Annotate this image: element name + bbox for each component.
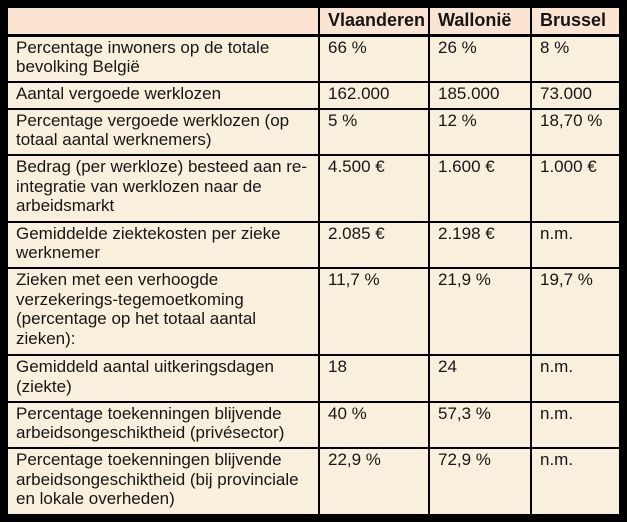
value-cell: 72,9 % — [428, 447, 532, 516]
value-cell: 2.198 € — [428, 220, 532, 270]
value-cell: 40 % — [318, 400, 430, 450]
value-cell: 18 — [318, 354, 430, 403]
row-label: Percentage toekenningen blijvende arbeid… — [6, 447, 320, 516]
table-row: Percentage vergoede werklozen (op totaal… — [6, 107, 621, 157]
value-cell: 57,3 % — [428, 400, 532, 450]
column-header-brussel: Brussel — [530, 5, 621, 37]
row-label: Gemiddelde ziektekosten per zieke werkne… — [6, 220, 320, 270]
value-cell: 24 — [428, 354, 532, 403]
value-cell: 2.085 € — [318, 220, 430, 270]
value-cell: 5 % — [318, 107, 430, 157]
value-cell: 18,70 % — [530, 107, 621, 157]
row-label: Percentage toekenningen blijvende arbeid… — [6, 400, 320, 450]
row-label: Aantal vergoede werklozen — [6, 81, 320, 110]
table-row: Gemiddelde ziektekosten per zieke werkne… — [6, 220, 621, 270]
corner-cell — [6, 5, 320, 37]
table-row: Bedrag (per werkloze) besteed aan re-int… — [6, 154, 621, 223]
value-cell: 22,9 % — [318, 447, 430, 516]
row-label: Gemiddeld aantal uitkeringsdagen (ziekte… — [6, 354, 320, 403]
table-row: Gemiddeld aantal uitkeringsdagen (ziekte… — [6, 354, 621, 403]
table-row: Percentage toekenningen blijvende arbeid… — [6, 447, 621, 516]
value-cell: 73.000 — [530, 81, 621, 110]
value-cell: n.m. — [530, 354, 621, 403]
value-cell: 8 % — [530, 34, 621, 84]
regional-statistics-table: Vlaanderen Wallonië Brussel Percentage i… — [6, 5, 621, 516]
value-cell: 4.500 € — [318, 154, 430, 223]
column-header-vlaanderen: Vlaanderen — [318, 5, 430, 37]
value-cell: 26 % — [428, 34, 532, 84]
value-cell: 12 % — [428, 107, 532, 157]
value-cell: 185.000 — [428, 81, 532, 110]
row-label: Percentage inwoners op de totale bevolki… — [6, 34, 320, 84]
value-cell: 162.000 — [318, 81, 430, 110]
table-row: Percentage inwoners op de totale bevolki… — [6, 34, 621, 84]
value-cell: 66 % — [318, 34, 430, 84]
table-row: Percentage toekenningen blijvende arbeid… — [6, 400, 621, 450]
value-cell: n.m. — [530, 447, 621, 516]
table-header-row: Vlaanderen Wallonië Brussel — [6, 5, 621, 37]
value-cell: n.m. — [530, 220, 621, 270]
row-label: Percentage vergoede werklozen (op totaal… — [6, 107, 320, 157]
value-cell: 11,7 % — [318, 267, 430, 357]
value-cell: n.m. — [530, 400, 621, 450]
value-cell: 1.600 € — [428, 154, 532, 223]
row-label: Zieken met een verhoogde verzekerings-te… — [6, 267, 320, 357]
column-header-wallonie: Wallonië — [428, 5, 532, 37]
value-cell: 21,9 % — [428, 267, 532, 357]
table-row: Aantal vergoede werklozen 162.000 185.00… — [6, 81, 621, 110]
row-label: Bedrag (per werkloze) besteed aan re-int… — [6, 154, 320, 223]
value-cell: 19,7 % — [530, 267, 621, 357]
value-cell: 1.000 € — [530, 154, 621, 223]
table-row: Zieken met een verhoogde verzekerings-te… — [6, 267, 621, 357]
